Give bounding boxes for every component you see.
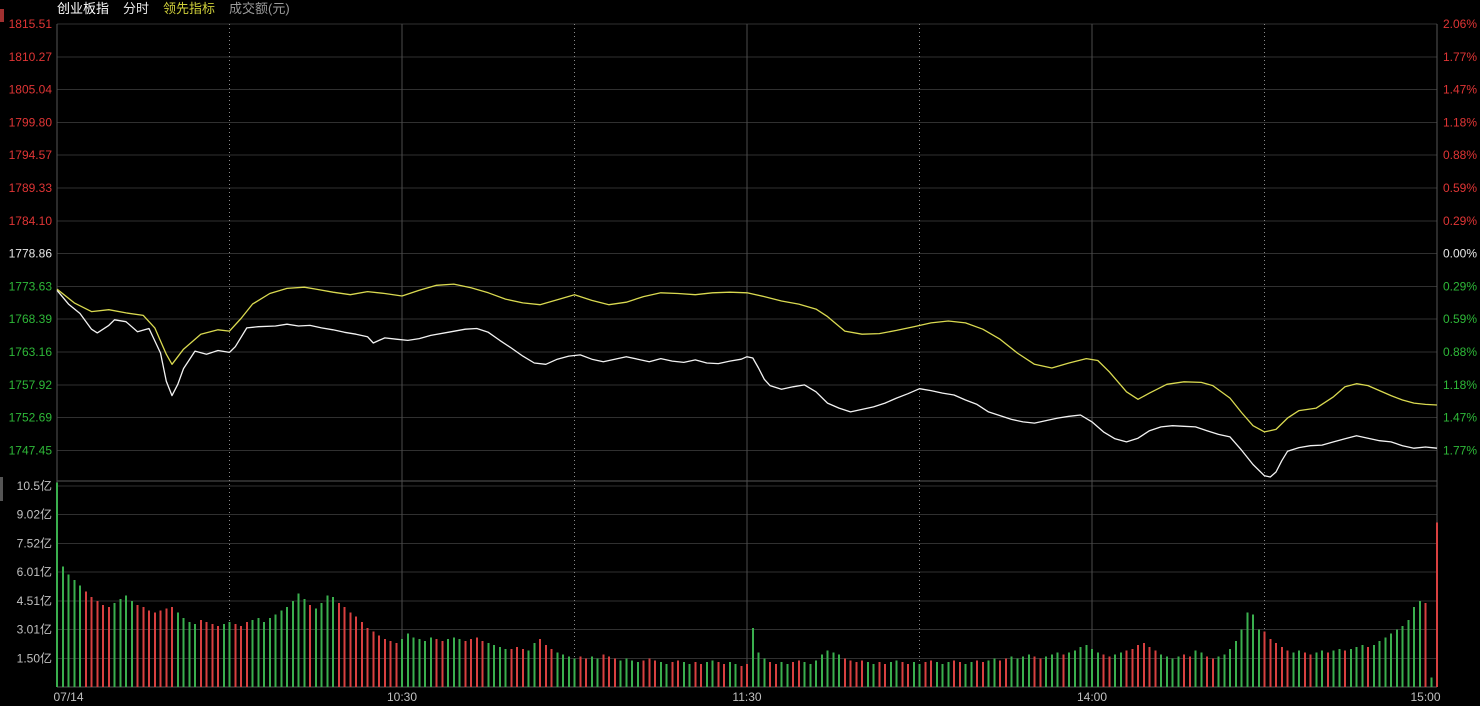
volume-axis-labels: 10.5亿 9.02亿 7.52亿 6.01亿 4.51亿 3.01亿 1.50亿 <box>17 478 52 665</box>
svg-text:3.01亿: 3.01亿 <box>17 622 52 637</box>
svg-text:0.59%: 0.59% <box>1443 312 1477 326</box>
svg-text:1752.69: 1752.69 <box>9 411 53 425</box>
volume-bars <box>56 482 1438 687</box>
svg-text:6.01亿: 6.01亿 <box>17 564 52 579</box>
svg-text:1805.04: 1805.04 <box>9 83 53 97</box>
svg-text:1799.80: 1799.80 <box>9 115 53 129</box>
svg-text:9.02亿: 9.02亿 <box>17 507 52 522</box>
time-gridlines <box>229 24 1265 687</box>
svg-text:0.00%: 0.00% <box>1443 247 1477 261</box>
turnover-label[interactable]: 成交额(元) <box>229 1 290 16</box>
svg-text:10.5亿: 10.5亿 <box>17 478 52 493</box>
svg-text:4.51亿: 4.51亿 <box>17 593 52 608</box>
symbol-name: 创业板指 <box>57 1 110 16</box>
svg-text:7.52亿: 7.52亿 <box>17 535 52 550</box>
svg-text:0.29%: 0.29% <box>1443 214 1477 228</box>
svg-text:1778.86: 1778.86 <box>9 247 53 261</box>
price-axis-labels: 1815.51 1810.27 1805.04 1799.80 1794.57 1789.… <box>9 17 53 457</box>
svg-text:1.50亿: 1.50亿 <box>17 650 52 665</box>
svg-text:07/14: 07/14 <box>53 690 83 704</box>
svg-text:0.29%: 0.29% <box>1443 279 1477 293</box>
svg-text:11:30: 11:30 <box>732 690 761 704</box>
tab-leading-indicator[interactable]: 领先指标 <box>163 1 216 16</box>
percent-axis-labels: 2.06% 1.77% 1.47% 1.18% 0.88% 0.59% 0.29% 0.00%… <box>1443 17 1477 457</box>
svg-text:1810.27: 1810.27 <box>9 50 53 64</box>
window-edge-fragment-red <box>0 9 4 22</box>
svg-text:1768.39: 1768.39 <box>9 312 53 326</box>
price-line <box>56 289 1438 478</box>
svg-text:1763.16: 1763.16 <box>9 345 53 359</box>
svg-text:10:30: 10:30 <box>387 690 417 704</box>
svg-text:1.18%: 1.18% <box>1443 115 1477 129</box>
svg-text:1794.57: 1794.57 <box>9 148 53 162</box>
svg-text:15:00: 15:00 <box>1410 690 1440 704</box>
chart-header: 创业板指 分时 领先指标 成交额(元) <box>57 1 290 17</box>
leading-indicator-line <box>56 283 1438 433</box>
svg-text:0.88%: 0.88% <box>1443 345 1477 359</box>
tab-intraday[interactable]: 分时 <box>123 1 150 16</box>
svg-text:1815.51: 1815.51 <box>9 17 53 31</box>
svg-text:1773.63: 1773.63 <box>9 279 53 293</box>
window-edge-fragment-gray <box>0 477 3 501</box>
svg-text:1.77%: 1.77% <box>1443 50 1477 64</box>
svg-text:0.59%: 0.59% <box>1443 181 1477 195</box>
svg-text:2.06%: 2.06% <box>1443 17 1477 31</box>
svg-text:0.88%: 0.88% <box>1443 148 1477 162</box>
svg-text:1789.33: 1789.33 <box>9 181 53 195</box>
svg-text:1757.92: 1757.92 <box>9 378 53 392</box>
svg-text:1.47%: 1.47% <box>1443 83 1477 97</box>
svg-text:1747.45: 1747.45 <box>9 443 53 457</box>
svg-text:14:00: 14:00 <box>1077 690 1107 704</box>
svg-text:1.77%: 1.77% <box>1443 443 1477 457</box>
svg-text:1.47%: 1.47% <box>1443 411 1477 425</box>
time-axis-labels: 07/14 10:30 11:30 14:00 15:00 <box>53 690 1440 704</box>
svg-text:1784.10: 1784.10 <box>9 214 53 228</box>
svg-text:1.18%: 1.18% <box>1443 378 1477 392</box>
